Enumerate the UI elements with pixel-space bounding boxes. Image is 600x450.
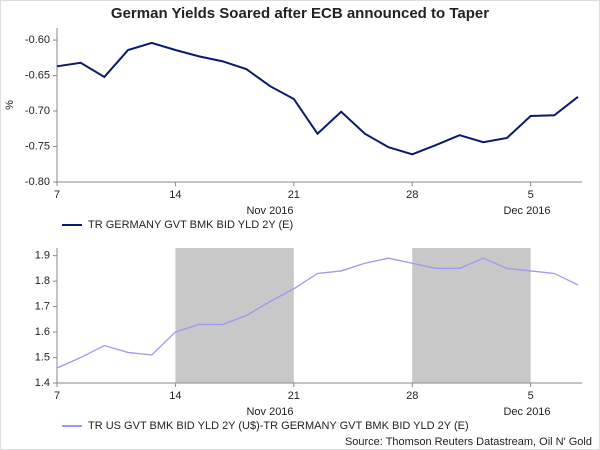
legend-label: TR US GVT BMK BID YLD 2Y (U$)-TR GERMANY… <box>88 420 469 432</box>
y-tick-label: -0.65 <box>25 69 50 81</box>
x-group-label: Dec 2016 <box>503 406 550 418</box>
x-group-label: Dec 2016 <box>503 205 550 217</box>
y-tick-label: 1.7 <box>35 300 50 312</box>
y-tick-label: -0.70 <box>25 105 50 117</box>
x-tick-label: 21 <box>288 390 300 402</box>
series-line <box>56 257 579 369</box>
x-tick-label: 21 <box>288 189 300 201</box>
source: Source: Thomson Reuters Datastream, Oil … <box>345 436 592 448</box>
y-tick-label: -0.75 <box>25 140 50 152</box>
y-tick-label: 1.4 <box>35 377 50 389</box>
x-tick-label: 28 <box>406 390 418 402</box>
x-tick-label: 14 <box>169 189 181 201</box>
y-tick-label: 1.6 <box>35 326 50 338</box>
y-tick-label: 1.5 <box>35 351 50 363</box>
x-tick-label: 5 <box>528 390 534 402</box>
y-tick-label: -0.80 <box>25 176 50 188</box>
series-line <box>56 41 579 156</box>
chart-title: German Yields Soared after ECB announced… <box>111 5 489 22</box>
y-tick-label: 1.8 <box>35 275 50 287</box>
x-tick-label: 14 <box>169 390 181 402</box>
x-tick-label: 7 <box>54 189 60 201</box>
x-tick-label: 7 <box>54 390 60 402</box>
x-group-label: Nov 2016 <box>246 205 293 217</box>
y-tick-label: -0.60 <box>25 34 50 46</box>
y-tick-label: 1.9 <box>35 250 50 262</box>
x-tick-label: 5 <box>528 189 534 201</box>
x-group-label: Nov 2016 <box>246 406 293 418</box>
x-tick-label: 28 <box>406 189 418 201</box>
legend-label: TR GERMANY GVT BMK BID YLD 2Y (E) <box>88 219 293 231</box>
y-axis-label: % <box>4 100 16 110</box>
shaded-region <box>175 248 294 383</box>
shaded-region <box>412 248 531 383</box>
